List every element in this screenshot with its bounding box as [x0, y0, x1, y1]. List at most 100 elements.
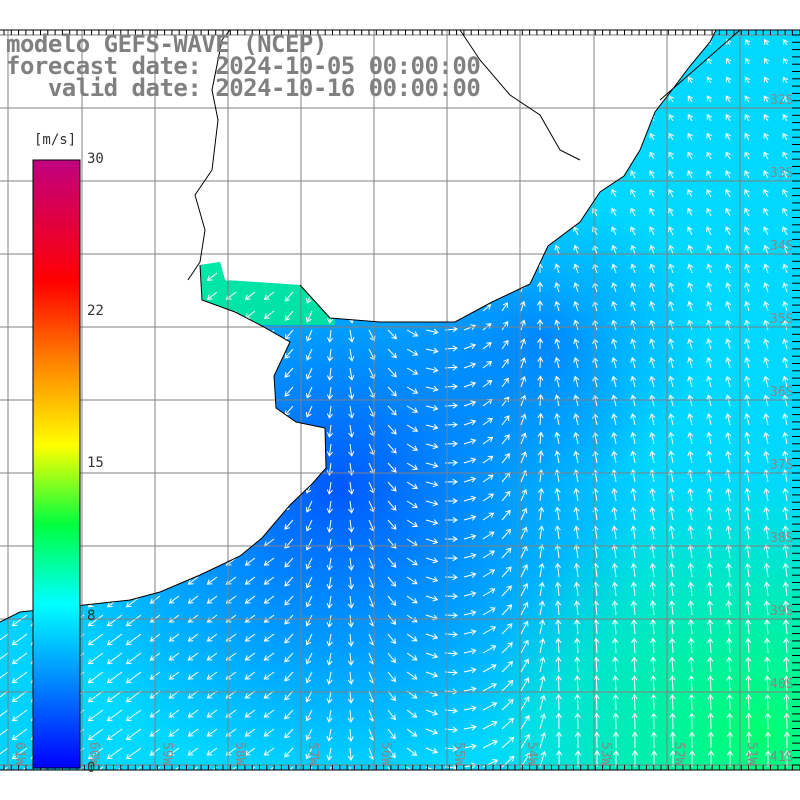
wind-arrow: [501, 415, 510, 426]
wind-arrow: [554, 188, 560, 198]
wind-arrow: [745, 656, 752, 673]
wind-arrow: [368, 120, 377, 132]
wind-arrow: [463, 343, 477, 350]
wind-arrow: [168, 310, 180, 319]
wind-arrow: [725, 618, 733, 635]
wind-arrow: [554, 282, 561, 293]
wind-arrow: [763, 375, 770, 388]
wind-arrow: [348, 500, 355, 514]
wind-arrow: [668, 431, 675, 445]
wind-arrow: [574, 656, 581, 673]
wind-arrow: [536, 225, 543, 236]
wind-arrow: [245, 234, 256, 244]
wind-arrow: [74, 139, 85, 150]
wind-arrow: [406, 481, 419, 489]
wind-arrow: [0, 139, 9, 150]
wind-arrow: [687, 375, 694, 388]
wind-arrow: [387, 177, 399, 186]
wind-arrow: [482, 493, 495, 502]
wind-arrow: [611, 581, 618, 597]
wind-arrow: [538, 581, 545, 597]
wind-arrow: [763, 114, 770, 122]
wind-arrow: [406, 424, 419, 432]
wind-arrow: [16, 481, 28, 490]
wind-arrow: [725, 170, 731, 179]
coastline: [0, 29, 741, 623]
longitude-label: 54W: [524, 742, 539, 766]
wind-arrow: [387, 215, 399, 225]
wind-arrow: [573, 487, 580, 502]
wind-arrow: [706, 487, 713, 502]
wind-arrow: [306, 272, 313, 285]
wind-arrow: [763, 338, 770, 350]
wind-arrow: [649, 282, 656, 293]
wind-arrow: [92, 367, 104, 376]
wind-arrow: [0, 310, 9, 319]
wind-arrow: [463, 419, 477, 426]
wind-arrow: [0, 766, 9, 770]
wind-arrow: [706, 170, 712, 179]
wind-arrow: [349, 215, 356, 229]
wind-arrow: [668, 356, 675, 369]
wind-arrow: [93, 139, 104, 150]
wind-arrow: [111, 519, 123, 528]
wind-arrow: [630, 188, 636, 198]
wind-arrow: [284, 671, 294, 682]
wind-arrow: [130, 367, 142, 376]
wind-arrow: [347, 614, 354, 628]
wind-arrow: [168, 557, 180, 566]
wind-arrow: [244, 633, 256, 642]
wind-arrow: [206, 709, 218, 718]
latitude-labels: 32S 33S 34S 35S 36S 37S 38S 39S 40S 41S: [770, 93, 793, 765]
wind-arrow: [206, 595, 218, 604]
wind-arrow: [463, 152, 475, 160]
wind-arrow: [285, 139, 294, 151]
wind-arrow: [206, 576, 218, 585]
wind-arrow: [285, 234, 294, 246]
wind-arrow: [520, 733, 530, 749]
wind-arrow: [87, 652, 104, 665]
wind-arrow: [650, 656, 657, 673]
wind-arrow: [726, 693, 733, 711]
wind-arrow: [763, 525, 770, 540]
wind-arrow: [554, 487, 561, 502]
wind-arrow: [245, 215, 256, 225]
wind-arrow: [406, 652, 418, 661]
wind-arrow: [284, 481, 294, 492]
wind-arrow: [406, 671, 418, 680]
wind-arrow: [348, 519, 355, 533]
wind-arrow: [285, 177, 294, 189]
wind-arrow: [263, 310, 275, 319]
wind-arrow: [387, 405, 397, 416]
wind-arrow: [574, 731, 581, 749]
wind-arrow: [305, 367, 313, 380]
wind-arrow: [650, 712, 657, 730]
wind-arrow: [611, 487, 618, 502]
wind-arrow: [16, 310, 28, 319]
wind-arrow: [188, 234, 199, 244]
wind-arrow: [206, 386, 218, 395]
wind-arrow: [87, 671, 104, 684]
wind-arrow: [706, 375, 713, 388]
wind-arrow: [764, 712, 771, 730]
wind-arrow: [573, 506, 580, 521]
wind-arrow: [284, 576, 294, 587]
wind-arrow: [305, 709, 313, 722]
wind-arrow: [688, 712, 695, 730]
wind-arrow: [744, 207, 750, 217]
wind-arrow: [187, 291, 199, 300]
wind-arrow: [244, 291, 256, 300]
wind-arrow: [206, 348, 218, 357]
wind-arrow: [611, 394, 618, 407]
wind-arrow: [111, 443, 123, 452]
wind-arrow: [500, 132, 507, 141]
wind-arrow: [131, 120, 142, 131]
wind-arrow: [782, 263, 789, 274]
wind-arrow: [630, 76, 637, 84]
wind-arrow: [263, 747, 275, 756]
wind-arrow: [425, 309, 439, 316]
wind-arrow: [630, 413, 637, 426]
wind-arrow: [263, 443, 275, 452]
wind-arrow: [168, 500, 180, 509]
wind-arrow: [481, 39, 488, 46]
